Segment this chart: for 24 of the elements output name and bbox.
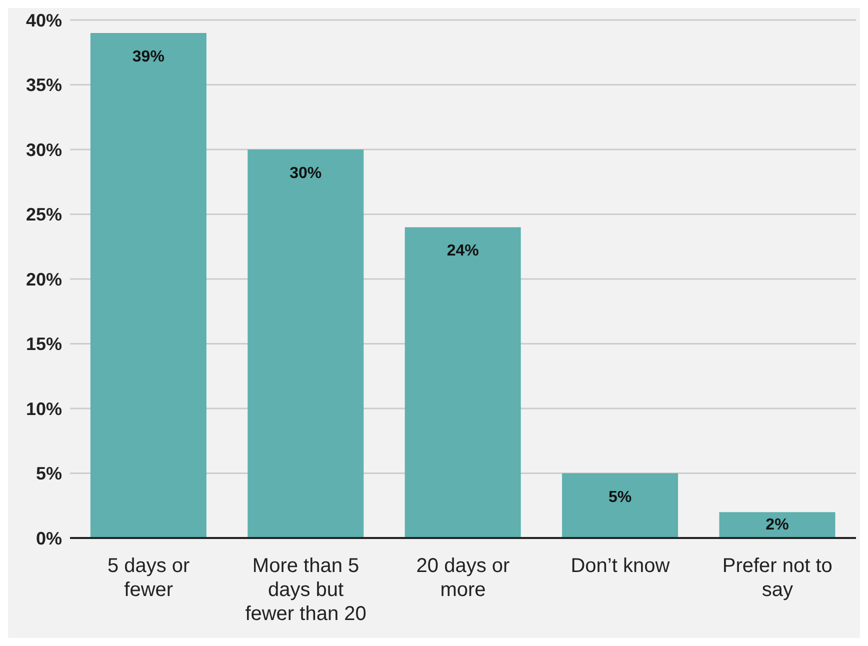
y-tick-label: 20% — [26, 269, 62, 290]
data-label: 2% — [766, 516, 789, 534]
data-label: 30% — [290, 165, 322, 182]
bar — [248, 150, 364, 538]
data-label: 24% — [446, 242, 479, 260]
data-label: 5% — [608, 488, 632, 506]
y-tick-label: 30% — [26, 140, 62, 160]
x-tick-label: 20 days or more — [416, 555, 510, 601]
x-tick-label: More than 5 days but fewer than 20 — [245, 555, 366, 625]
y-tick-label: 35% — [26, 75, 62, 96]
bar — [404, 227, 521, 538]
x-tick-label: Prefer not to say — [722, 555, 832, 601]
y-tick-label: 5% — [36, 464, 62, 484]
x-tick-label: Don’t know — [570, 555, 670, 577]
bar — [719, 512, 836, 538]
y-tick-label: 40% — [26, 10, 62, 30]
y-tick-label: 15% — [26, 334, 62, 354]
y-tick-label: 0% — [36, 528, 62, 548]
x-tick-label: 5 days or fewer — [107, 555, 190, 601]
y-tick-label: 25% — [26, 204, 62, 225]
bar — [562, 473, 678, 538]
y-tick-label: 10% — [26, 398, 62, 419]
bar — [90, 32, 206, 538]
data-label: 39% — [132, 48, 164, 66]
